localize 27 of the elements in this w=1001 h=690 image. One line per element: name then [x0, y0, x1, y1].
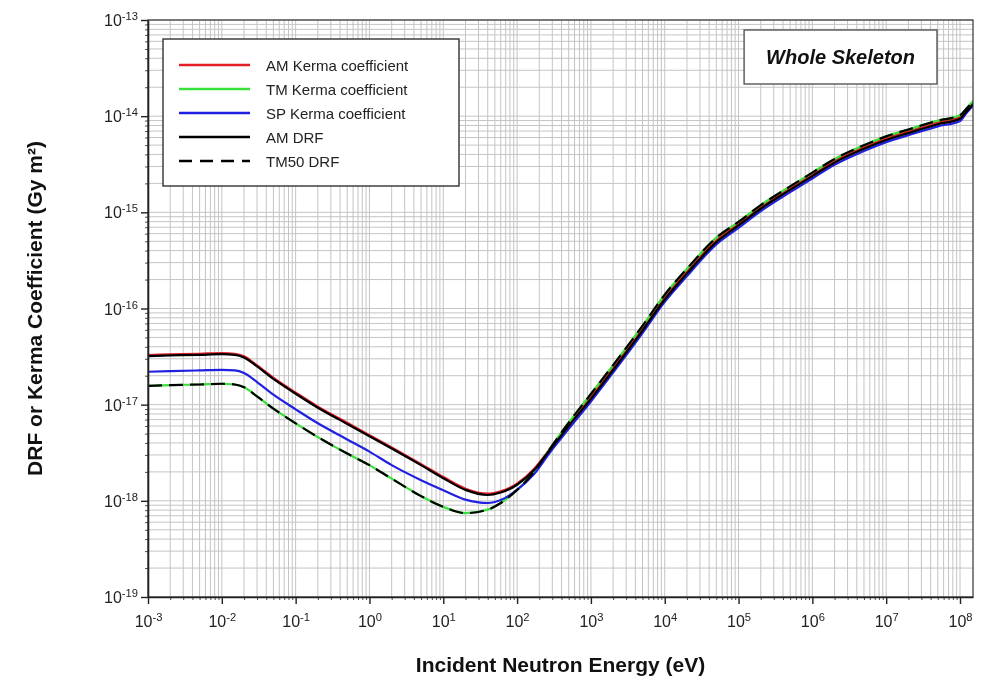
legend-label: AM Kerma coefficient — [266, 56, 410, 74]
x-tick-label: 10$^{-1}$ — [282, 611, 311, 630]
y-tick-label: 10$^{-17}$ — [104, 394, 138, 414]
y-tick-label: 10$^{-14}$ — [104, 106, 138, 126]
x-tick-label: 10$^{8}$ — [948, 611, 973, 630]
y-tick-label: 10$^{-18}$ — [104, 490, 138, 510]
y-tick-label: 10$^{-19}$ — [104, 587, 138, 607]
legend-label: SP Kerma coefficient — [266, 104, 407, 122]
legend-label: TM Kerma coefficient — [266, 80, 409, 98]
y-tick-label: 10$^{-15}$ — [104, 202, 138, 222]
x-tick-label: 10$^{5}$ — [727, 611, 752, 630]
x-axis-title: Incident Neutron Energy (eV) — [415, 653, 706, 676]
x-tick-label: 10$^{-3}$ — [134, 611, 163, 630]
x-tick-label: 10$^{1}$ — [431, 611, 456, 630]
x-tick-label: 10$^{7}$ — [874, 611, 899, 630]
y-tick-label: 10$^{-13}$ — [104, 10, 138, 30]
x-tick-label: 10$^{0}$ — [357, 611, 382, 630]
y-tick-label: 10$^{-16}$ — [104, 298, 138, 318]
y-axis-title: DRF or Kerma Coefficient (Gy m²) — [23, 141, 46, 476]
x-tick-label: 10$^{2}$ — [505, 611, 530, 630]
x-tick-label: 10$^{4}$ — [653, 611, 678, 630]
x-tick-label: 10$^{3}$ — [579, 611, 604, 630]
x-tick-label: 10$^{6}$ — [800, 611, 825, 630]
legend-label: TM50 DRF — [266, 152, 340, 170]
annotation: Whole Skeleton — [766, 46, 915, 68]
legend-label: AM DRF — [266, 128, 324, 146]
x-tick-label: 10$^{-2}$ — [208, 611, 237, 630]
